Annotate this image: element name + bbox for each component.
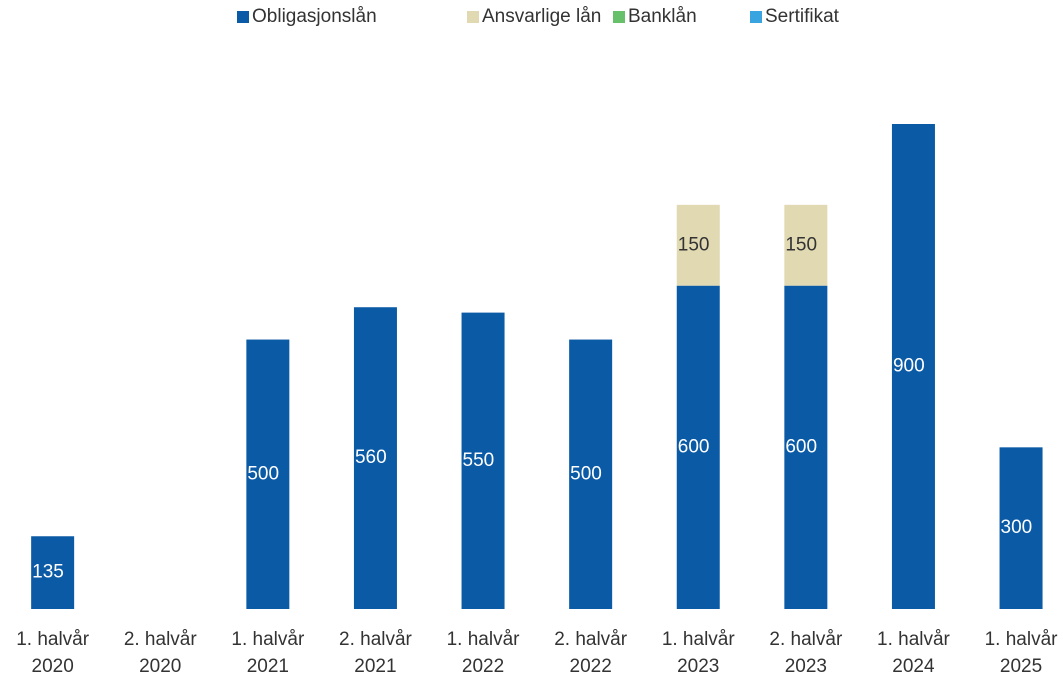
x-tick-label: 2. halvår <box>554 629 628 650</box>
x-tick-label: 2. halvår <box>124 629 198 650</box>
x-tick-label: 2023 <box>677 656 719 677</box>
legend-swatch <box>750 11 762 23</box>
x-tick-label: 1. halvår <box>16 629 90 650</box>
value-label: 300 <box>1001 517 1033 538</box>
value-label: 150 <box>678 234 710 255</box>
bar-segment <box>569 339 613 609</box>
legend-swatch <box>237 11 249 23</box>
x-tick-label: 2. halvår <box>769 629 843 650</box>
x-tick-label: 1. halvår <box>447 629 521 650</box>
bar-segment <box>246 339 290 609</box>
x-tick-label: 1. halvår <box>877 629 951 650</box>
legend-label: Ansvarlige lån <box>482 6 601 27</box>
bar-segment <box>461 312 505 609</box>
x-tick-label: 1. halvår <box>662 629 736 650</box>
x-tick-label: 2021 <box>247 656 289 677</box>
value-label: 150 <box>785 234 817 255</box>
x-tick-label: 2021 <box>354 656 396 677</box>
bar-segment <box>999 447 1043 609</box>
x-tick-label: 2022 <box>570 656 612 677</box>
legend-label: Obligasjonslån <box>252 6 377 27</box>
legend-swatch <box>613 11 625 23</box>
value-label: 550 <box>463 450 495 471</box>
x-tick-label: 1. halvår <box>985 629 1059 650</box>
bar-segment <box>353 307 397 609</box>
value-label: 500 <box>247 463 279 484</box>
bar-segment <box>891 124 935 609</box>
bar-segment <box>784 285 828 609</box>
legend-label: Banklån <box>628 6 697 27</box>
legend-swatch <box>467 11 479 23</box>
x-tick-label: 2023 <box>785 656 827 677</box>
value-label: 135 <box>32 562 64 583</box>
x-tick-label: 2. halvår <box>339 629 413 650</box>
value-label: 600 <box>678 436 710 457</box>
x-tick-label: 2020 <box>139 656 181 677</box>
value-label: 560 <box>355 447 387 468</box>
x-tick-label: 2020 <box>32 656 74 677</box>
bar-segment <box>784 204 828 286</box>
x-tick-label: 2025 <box>1000 656 1042 677</box>
x-tick-label: 2022 <box>462 656 504 677</box>
bar-segment <box>676 285 720 609</box>
bar-segment <box>31 536 75 609</box>
value-label: 500 <box>570 463 602 484</box>
x-tick-label: 1. halvår <box>231 629 305 650</box>
x-tick-label: 2024 <box>892 656 935 677</box>
value-label: 900 <box>893 356 925 377</box>
value-label: 600 <box>785 436 817 457</box>
bar-segment <box>676 204 720 286</box>
legend-label: Sertifikat <box>765 6 840 27</box>
